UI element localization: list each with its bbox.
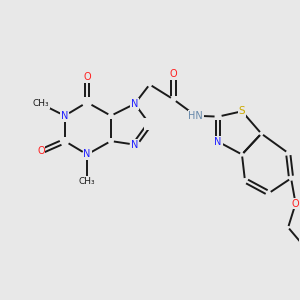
Text: O: O xyxy=(37,146,45,157)
Text: N: N xyxy=(131,99,138,109)
Text: N: N xyxy=(83,149,91,160)
Text: O: O xyxy=(83,72,91,82)
Text: S: S xyxy=(238,106,245,116)
Text: O: O xyxy=(292,199,299,208)
Text: O: O xyxy=(169,69,177,79)
Text: N: N xyxy=(214,137,222,147)
Text: CH₃: CH₃ xyxy=(33,99,49,108)
Text: N: N xyxy=(61,111,68,121)
Text: HN: HN xyxy=(188,111,203,121)
Text: CH₃: CH₃ xyxy=(79,177,95,186)
Text: N: N xyxy=(131,140,138,150)
